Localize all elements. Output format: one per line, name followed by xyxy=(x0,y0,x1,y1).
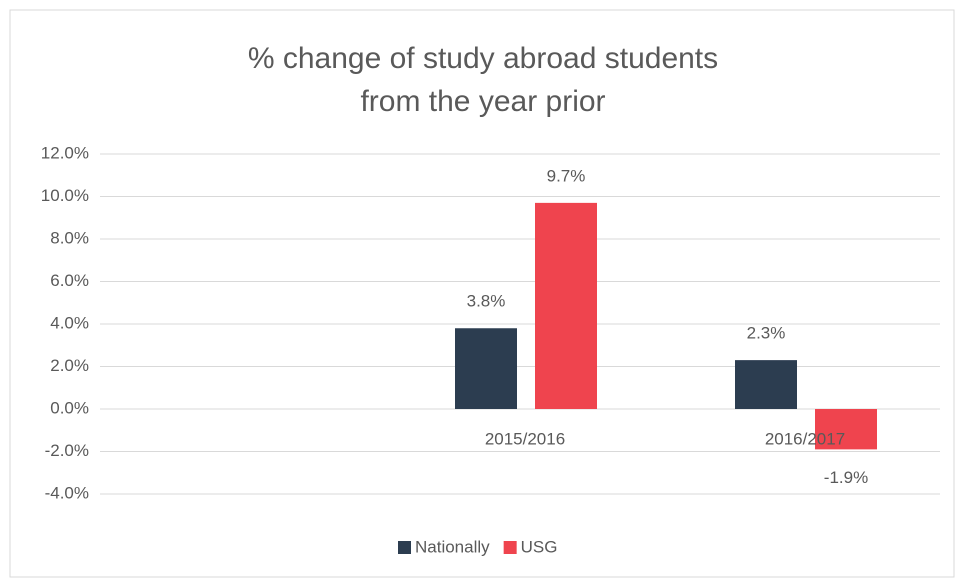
x-tick-label: 2015/2016 xyxy=(485,429,565,448)
legend-label: USG xyxy=(521,537,558,556)
chart-title: % change of study abroad students xyxy=(248,42,718,75)
bar xyxy=(535,202,597,409)
x-tick-label: 2016/2017 xyxy=(765,429,845,448)
y-tick-label: -2.0% xyxy=(45,441,89,460)
bar xyxy=(735,360,797,409)
y-tick-label: 2.0% xyxy=(50,356,89,375)
value-label: 3.8% xyxy=(467,292,506,311)
y-tick-label: 8.0% xyxy=(50,228,89,247)
legend-swatch xyxy=(503,541,517,554)
chart-frame xyxy=(9,9,955,578)
legend-label: Nationally xyxy=(415,537,490,556)
chart-title: from the year prior xyxy=(360,85,605,118)
bar xyxy=(815,409,877,450)
value-label: -1.9% xyxy=(824,468,868,487)
legend-swatch xyxy=(398,541,411,554)
value-label: 2.3% xyxy=(747,324,786,343)
value-label: 9.7% xyxy=(547,166,586,185)
y-tick-label: 6.0% xyxy=(50,271,89,290)
y-tick-label: -4.0% xyxy=(45,483,89,502)
y-tick-label: 4.0% xyxy=(50,313,89,332)
y-tick-label: 12.0% xyxy=(41,143,89,162)
bar xyxy=(455,328,517,409)
y-tick-label: 0.0% xyxy=(50,398,89,417)
y-tick-label: 10.0% xyxy=(41,186,89,205)
